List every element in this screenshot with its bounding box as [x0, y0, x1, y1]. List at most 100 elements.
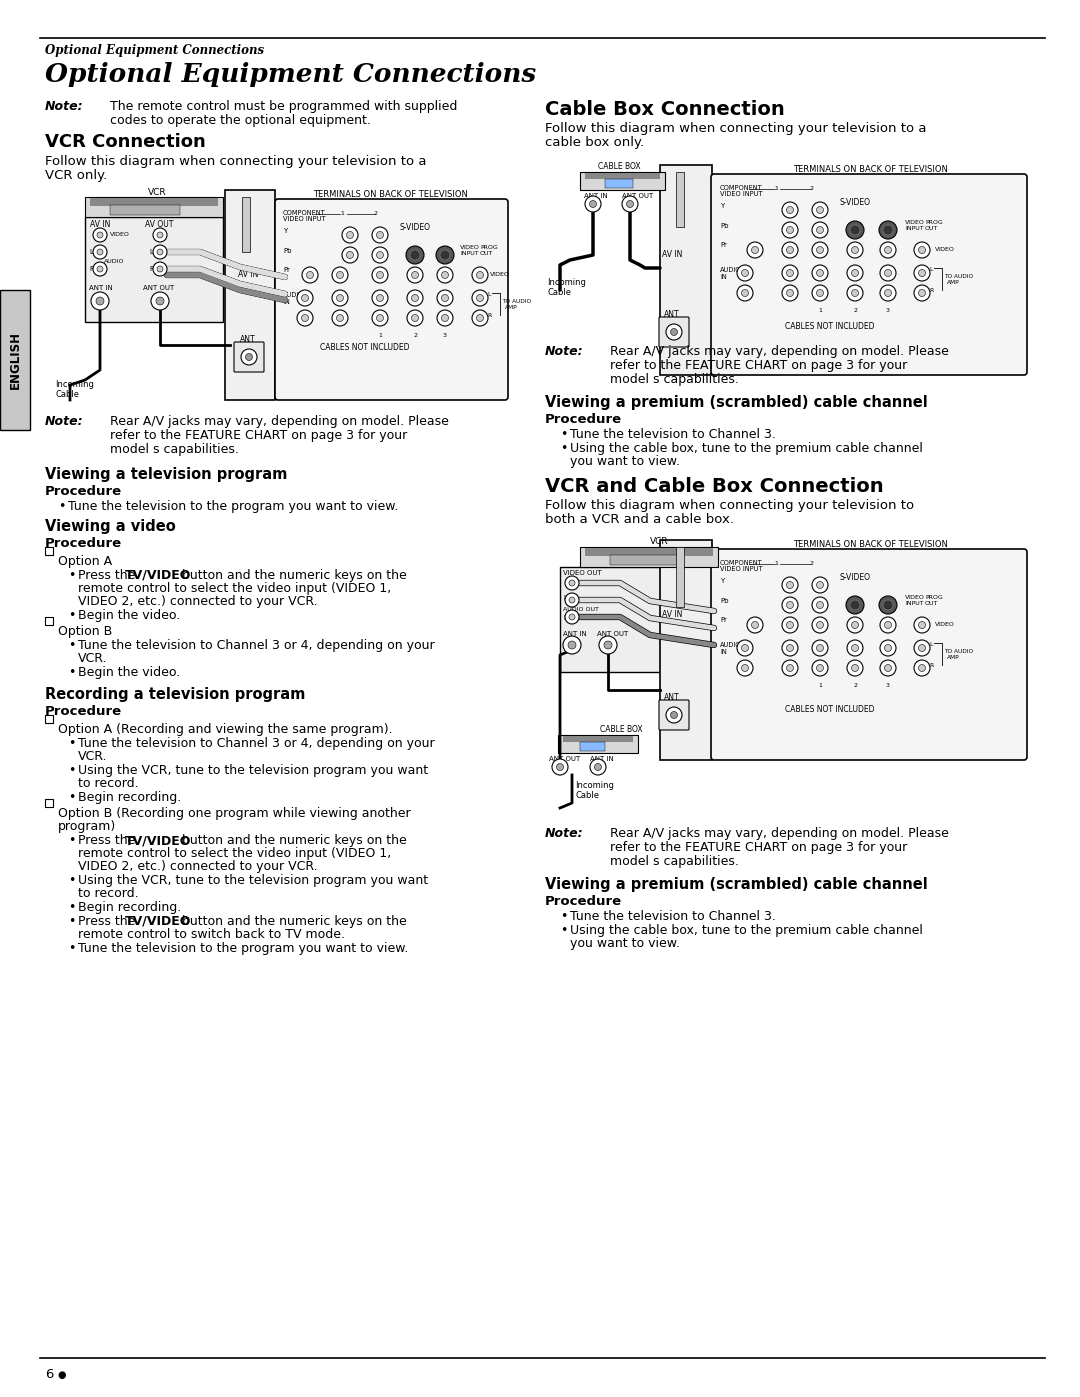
- Text: •: •: [68, 915, 76, 928]
- Text: AUDIO: AUDIO: [720, 643, 742, 648]
- Bar: [563, 736, 633, 742]
- Circle shape: [622, 196, 638, 212]
- Text: •: •: [561, 427, 567, 441]
- Circle shape: [440, 250, 450, 260]
- Text: Y: Y: [720, 203, 725, 210]
- Circle shape: [407, 267, 423, 284]
- Text: program): program): [58, 820, 117, 833]
- Text: remote control to select the video input (VIDEO 1,: remote control to select the video input…: [78, 847, 391, 861]
- Text: VCR.: VCR.: [78, 652, 108, 665]
- Text: Cable: Cable: [546, 288, 571, 298]
- Circle shape: [156, 298, 164, 305]
- Circle shape: [847, 242, 863, 258]
- Text: VCR and Cable Box Connection: VCR and Cable Box Connection: [545, 476, 883, 496]
- Text: ANT OUT: ANT OUT: [622, 193, 653, 198]
- Circle shape: [737, 265, 753, 281]
- Text: Note:: Note:: [45, 415, 83, 427]
- Circle shape: [846, 221, 864, 239]
- Circle shape: [786, 207, 794, 214]
- Text: button and the numeric keys on the: button and the numeric keys on the: [178, 834, 407, 847]
- Text: AUDIO: AUDIO: [283, 292, 305, 298]
- Text: OUT: OUT: [480, 251, 494, 256]
- Text: CABLES NOT INCLUDED: CABLES NOT INCLUDED: [321, 344, 409, 352]
- Circle shape: [347, 232, 353, 239]
- Text: S-VIDEO: S-VIDEO: [400, 224, 431, 232]
- Text: Option A (Recording and viewing the same program).: Option A (Recording and viewing the same…: [58, 724, 393, 736]
- Circle shape: [914, 285, 930, 300]
- Text: TO AUDIO: TO AUDIO: [944, 650, 973, 654]
- Text: •: •: [561, 909, 567, 923]
- Circle shape: [918, 246, 926, 253]
- Text: Recording a television program: Recording a television program: [45, 687, 306, 703]
- Text: L: L: [149, 249, 153, 256]
- Text: 3: 3: [886, 683, 890, 687]
- Circle shape: [666, 707, 681, 724]
- Circle shape: [816, 665, 824, 672]
- Text: to record.: to record.: [78, 887, 138, 900]
- Circle shape: [816, 246, 824, 253]
- Circle shape: [377, 251, 383, 258]
- Text: VIDEO OUT: VIDEO OUT: [563, 570, 602, 576]
- Text: AUDIO: AUDIO: [720, 267, 742, 272]
- Circle shape: [377, 271, 383, 278]
- Circle shape: [565, 610, 579, 624]
- Text: VIDEO INPUT: VIDEO INPUT: [720, 191, 762, 197]
- FancyBboxPatch shape: [659, 317, 689, 346]
- Text: ANT: ANT: [664, 693, 679, 703]
- Circle shape: [812, 265, 828, 281]
- Text: •: •: [58, 500, 66, 513]
- Text: 1: 1: [818, 307, 822, 313]
- Text: 1: 1: [774, 186, 778, 191]
- Circle shape: [782, 659, 798, 676]
- Text: ANT: ANT: [664, 310, 679, 319]
- Text: Optional Equipment Connections: Optional Equipment Connections: [45, 43, 265, 57]
- Text: Pr: Pr: [720, 617, 727, 623]
- Circle shape: [332, 291, 348, 306]
- Text: •: •: [68, 738, 76, 750]
- Text: COMPONENT: COMPONENT: [720, 184, 762, 191]
- Circle shape: [332, 267, 348, 284]
- Text: COMPONENT: COMPONENT: [283, 210, 326, 217]
- Text: CABLE BOX: CABLE BOX: [600, 725, 643, 733]
- Circle shape: [604, 641, 612, 650]
- Text: VCR.: VCR.: [78, 750, 108, 763]
- Text: Note:: Note:: [545, 827, 583, 840]
- Text: INPUT: INPUT: [905, 601, 923, 606]
- Text: OUT: OUT: [924, 226, 939, 231]
- Text: 3: 3: [886, 307, 890, 313]
- Text: •: •: [68, 875, 76, 887]
- Circle shape: [568, 641, 576, 650]
- Circle shape: [816, 622, 824, 629]
- Circle shape: [918, 665, 926, 672]
- Text: Procedure: Procedure: [45, 485, 122, 497]
- Text: Begin the video.: Begin the video.: [78, 609, 180, 622]
- Circle shape: [407, 310, 423, 326]
- Circle shape: [816, 207, 824, 214]
- Circle shape: [552, 759, 568, 775]
- Bar: [605, 179, 633, 189]
- Text: Option B: Option B: [58, 624, 112, 638]
- Circle shape: [437, 267, 453, 284]
- Text: AMP: AMP: [947, 279, 960, 285]
- Circle shape: [782, 577, 798, 592]
- Circle shape: [883, 225, 893, 235]
- Text: CABLES NOT INCLUDED: CABLES NOT INCLUDED: [785, 321, 875, 331]
- Text: Cable Box Connection: Cable Box Connection: [545, 101, 785, 119]
- Circle shape: [377, 232, 383, 239]
- Text: •: •: [68, 901, 76, 914]
- Text: •: •: [68, 791, 76, 805]
- Circle shape: [914, 659, 930, 676]
- Text: button and the numeric keys on the: button and the numeric keys on the: [178, 915, 407, 928]
- Circle shape: [442, 271, 448, 278]
- Circle shape: [847, 659, 863, 676]
- Text: PROG: PROG: [924, 595, 943, 599]
- Circle shape: [786, 289, 794, 296]
- Circle shape: [918, 644, 926, 651]
- Circle shape: [816, 644, 824, 651]
- Text: Press the: Press the: [78, 915, 139, 928]
- Text: Using the cable box, tune to the premium cable channel: Using the cable box, tune to the premium…: [570, 923, 923, 937]
- Text: R: R: [487, 313, 491, 319]
- Text: Procedure: Procedure: [545, 414, 622, 426]
- Text: ANT: ANT: [240, 335, 256, 344]
- FancyBboxPatch shape: [275, 198, 508, 400]
